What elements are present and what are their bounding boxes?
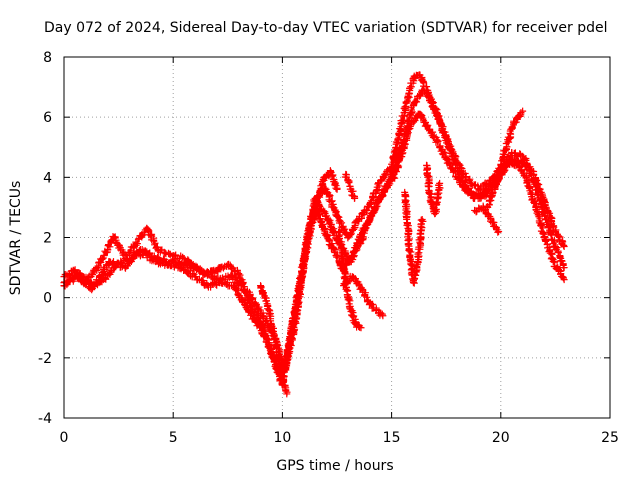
series-markers (340, 272, 386, 319)
y-tick-label: 0 (43, 291, 52, 307)
series-markers (401, 191, 427, 287)
y-tick-label: 4 (43, 170, 52, 186)
x-tick-label: 10 (273, 430, 291, 446)
x-tick-label: 5 (169, 430, 178, 446)
data-points (60, 71, 568, 398)
series-branch-h (307, 167, 341, 223)
series-markers (472, 202, 502, 236)
series-markers (307, 167, 341, 222)
series-branch-d (401, 188, 427, 287)
y-tick-label: 2 (43, 231, 52, 247)
series-markers (423, 162, 444, 218)
series-branch-e (423, 161, 444, 218)
series-markers (335, 229, 364, 331)
series-trace-3 (60, 110, 568, 374)
y-tick-label: 8 (43, 50, 52, 66)
series-markers (257, 283, 291, 396)
y-tick-label: -2 (38, 351, 52, 367)
series-markers (483, 109, 525, 210)
series-branch-b (335, 227, 365, 332)
x-tick-label: 25 (601, 430, 619, 446)
y-tick-label: -4 (38, 411, 52, 427)
series-markers (341, 171, 359, 202)
series-branch-i (341, 170, 359, 202)
series-branch-c (340, 272, 387, 320)
axis-ticks: 0 5 10 15 20 25 -4 -2 0 2 4 6 8 (38, 50, 619, 446)
y-tick-label: 6 (43, 110, 52, 126)
x-tick-label: 20 (492, 430, 510, 446)
x-tick-label: 15 (383, 430, 401, 446)
x-axis-label: GPS time / hours (276, 458, 393, 474)
y-axis-label: SDTVAR / TECUs (8, 181, 24, 296)
x-tick-label: 0 (60, 430, 69, 446)
chart-title: Day 072 of 2024, Sidereal Day-to-day VTE… (44, 20, 608, 36)
series-branch-a (257, 282, 291, 398)
series-branch-g (471, 202, 503, 236)
